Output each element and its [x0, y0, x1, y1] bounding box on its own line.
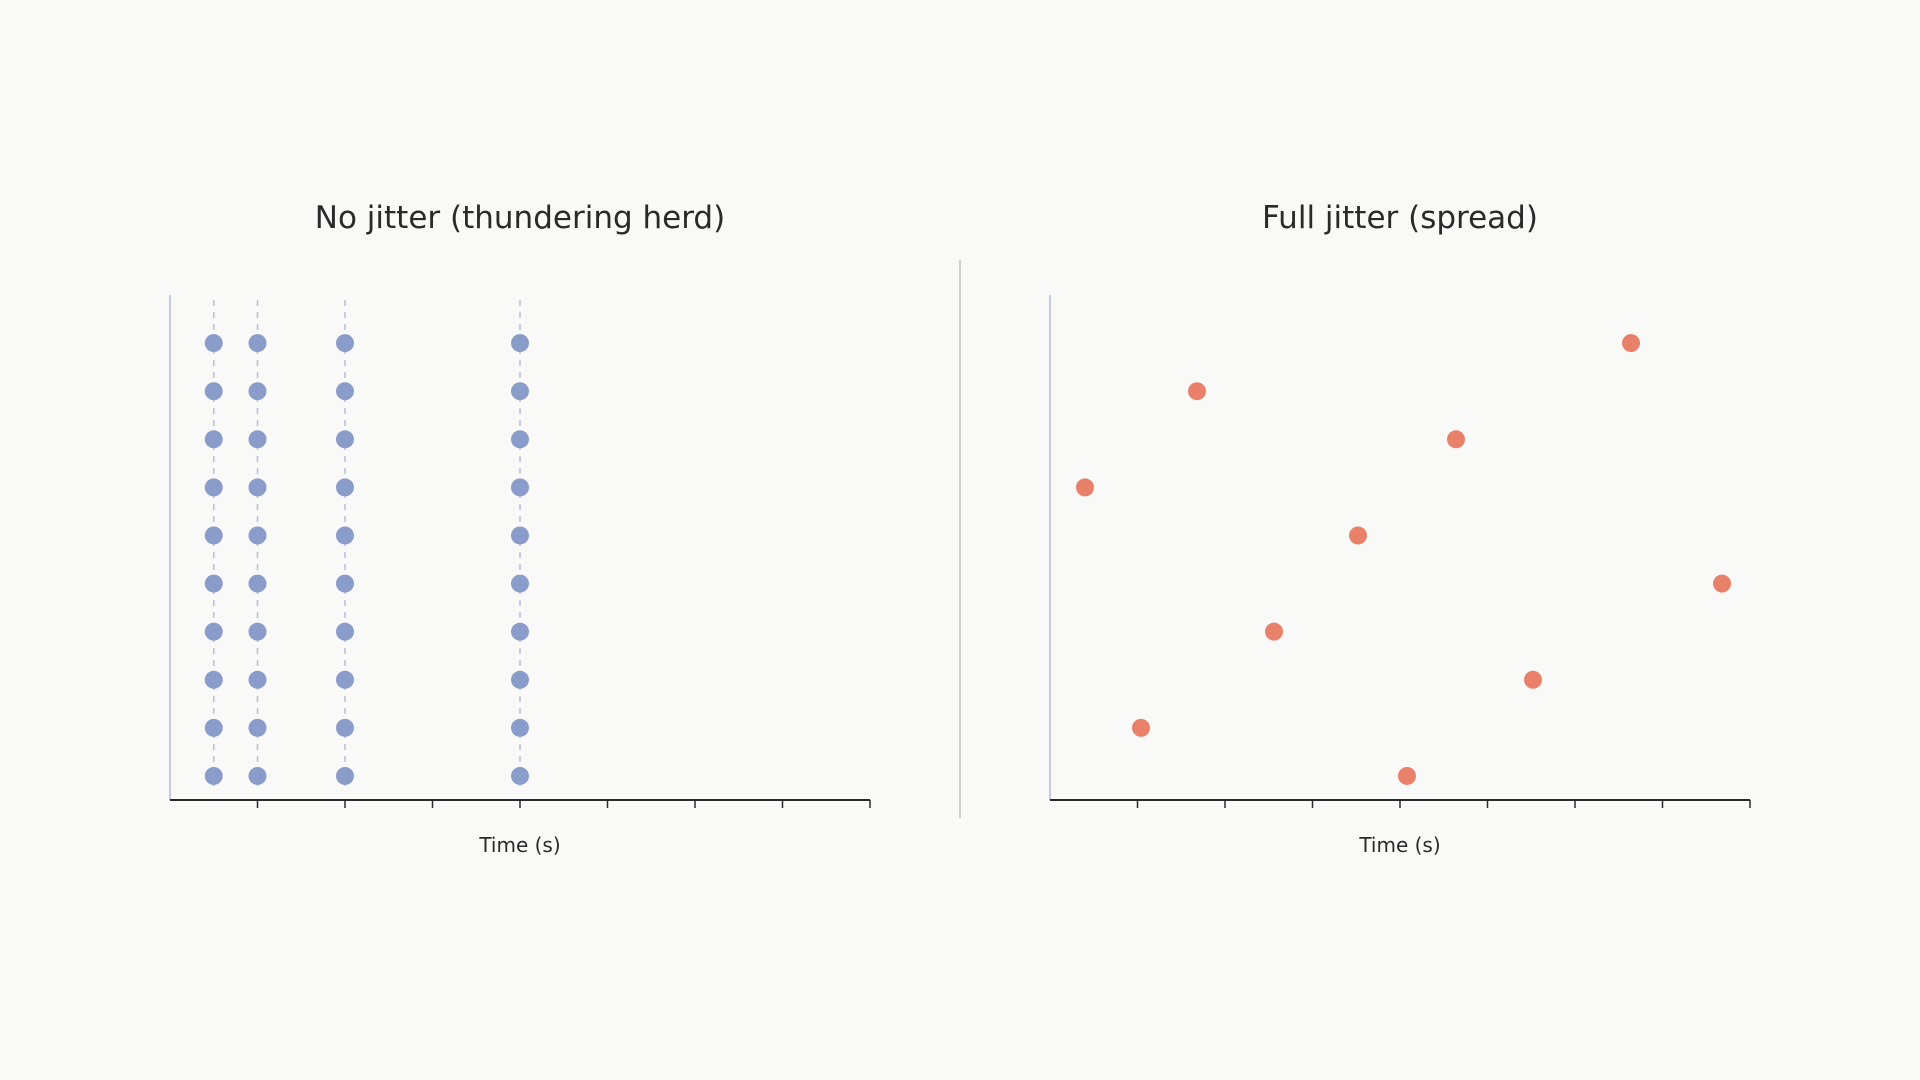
data-point [248, 334, 267, 353]
x-axis-label: Time (s) [478, 833, 560, 857]
data-point [248, 622, 267, 641]
data-point [204, 718, 223, 737]
full-jitter-chart: Full jitter (spread) Time (s) [1049, 200, 1751, 857]
no-jitter-chart: No jitter (thundering herd) Time (s) [169, 200, 871, 857]
data-point [204, 478, 223, 497]
data-point [511, 718, 529, 737]
data-point [248, 526, 267, 545]
data-point [204, 334, 223, 353]
data-point [204, 766, 223, 785]
data-point [204, 382, 223, 401]
data-point [1349, 526, 1367, 545]
data-point [1132, 718, 1150, 737]
data-point [336, 574, 354, 593]
data-point [204, 430, 223, 449]
chart-title: No jitter (thundering herd) [315, 200, 725, 236]
data-point [1076, 478, 1094, 497]
data-point [248, 670, 267, 689]
data-point [248, 574, 267, 593]
data-point [511, 574, 529, 593]
data-point [511, 622, 529, 641]
data-point [511, 334, 529, 353]
data-point [336, 526, 354, 545]
data-point [336, 382, 354, 401]
data-point [511, 430, 529, 449]
data-point [1447, 430, 1465, 449]
data-point [248, 718, 267, 737]
data-point [204, 526, 223, 545]
data-point [204, 670, 223, 689]
data-point [1524, 670, 1542, 689]
data-point [204, 622, 223, 641]
x-axis-ticks [1136, 800, 1751, 808]
data-point [248, 430, 267, 449]
data-point [336, 334, 354, 353]
chart-title: Full jitter (spread) [1262, 200, 1538, 236]
data-point [1265, 622, 1283, 641]
scatter-points [1076, 334, 1731, 785]
data-point [248, 766, 267, 785]
data-point [248, 478, 267, 497]
data-point [336, 670, 354, 689]
data-point [1622, 334, 1640, 353]
data-point [511, 670, 529, 689]
data-point [511, 382, 529, 401]
data-point [336, 622, 354, 641]
data-point [511, 478, 529, 497]
data-point [1713, 574, 1731, 593]
x-axis-ticks [256, 800, 871, 808]
scatter-points [204, 334, 529, 785]
x-axis-label: Time (s) [1358, 833, 1440, 857]
data-point [511, 526, 529, 545]
data-point [336, 718, 354, 737]
data-point [336, 478, 354, 497]
data-point [248, 382, 267, 401]
data-point [511, 766, 529, 785]
data-point [336, 430, 354, 449]
data-point [1398, 766, 1416, 785]
data-point [204, 574, 223, 593]
data-point [336, 766, 354, 785]
data-point [1188, 382, 1206, 401]
